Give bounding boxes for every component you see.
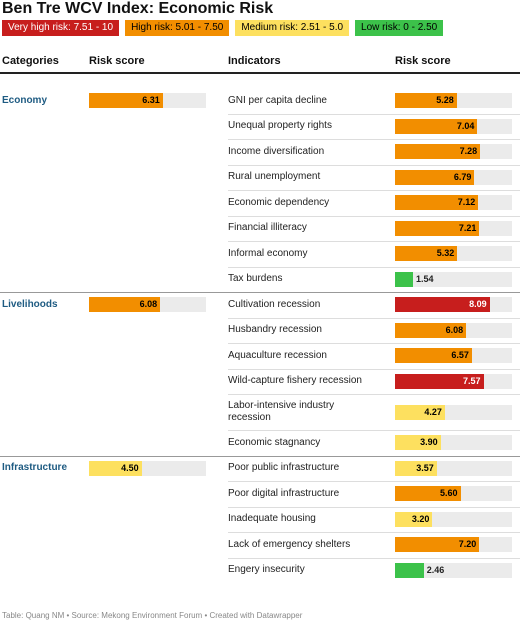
indicator-name: Economic dependency [228, 196, 330, 208]
indicator-name: GNI per capita decline [228, 94, 327, 106]
row-rule [228, 164, 520, 166]
column-header: Indicators [228, 55, 281, 67]
category-name: Economy [2, 94, 48, 106]
row-rule [228, 215, 520, 217]
group-rule [0, 292, 520, 293]
value-label: 7.12 [457, 197, 476, 208]
bar [395, 486, 461, 502]
bar [395, 562, 424, 578]
footer: Table: Quang NM • Source: Mekong Environ… [2, 611, 303, 620]
indicator-name: Poor digital infrastructure [228, 487, 340, 499]
value-label: 6.08 [445, 324, 464, 335]
bar [89, 93, 163, 109]
bar-background [395, 562, 512, 578]
legend-item: Very high risk: 7.51 - 10 [2, 20, 120, 36]
indicator-name: Financial illiteracy [228, 222, 307, 234]
group-rule [0, 455, 520, 457]
bar-background [395, 271, 512, 287]
bar [395, 297, 490, 313]
bar [395, 322, 467, 338]
row-rule [228, 343, 520, 344]
value-label: 4.50 [121, 462, 139, 473]
bar [89, 460, 142, 476]
row-rule [228, 241, 520, 242]
value-label: 6.08 [139, 299, 158, 310]
bar [395, 373, 484, 389]
bar [395, 93, 457, 109]
value-label: 6.31 [142, 95, 160, 106]
column-header: Risk score [89, 55, 145, 67]
value-label: 3.20 [411, 513, 430, 524]
value-label: 3.57 [416, 462, 434, 473]
indicator-name: Poor public infrastructure [228, 462, 340, 474]
legend-item: Medium risk: 2.51 - 5.0 [235, 20, 350, 36]
bar [395, 169, 475, 185]
indicator-name: Income diversification [228, 145, 325, 157]
indicator-name: Inadequate housing [228, 513, 316, 525]
bar [395, 404, 445, 420]
indicator-name: Labor-intensive industry recession [228, 400, 335, 423]
value-label: 3.90 [420, 437, 438, 448]
indicator-name: Rural unemployment [228, 171, 321, 183]
bar [395, 271, 414, 287]
value-label: 6.57 [451, 350, 469, 361]
header-rule [0, 72, 520, 74]
legend-item: High risk: 5.01 - 7.50 [125, 20, 230, 36]
legend-item: Low risk: 0 - 2.50 [355, 20, 444, 36]
bar [395, 435, 441, 451]
bar [89, 297, 161, 313]
value-label: 8.09 [469, 299, 487, 310]
indicator-name: Wild-capture fishery recession [228, 375, 362, 387]
value-label: 6.79 [453, 171, 472, 182]
indicator-name: Economic stagnancy [228, 436, 321, 448]
bar [395, 246, 458, 262]
bar [395, 348, 472, 364]
value-label: 7.20 [458, 539, 477, 550]
row-rule [228, 317, 520, 319]
value-label: 1.54 [416, 273, 434, 284]
column-header: Categories [2, 55, 59, 67]
row-rule [228, 481, 520, 482]
indicator-name: Aquaculture recession [228, 349, 327, 361]
category-name: Infrastructure [2, 462, 68, 474]
bar [395, 118, 478, 134]
row-rule [228, 266, 520, 268]
value-label: 7.28 [459, 146, 478, 157]
value-label: 5.32 [436, 248, 455, 259]
indicator-name: Tax burdens [228, 273, 283, 285]
row-rule [228, 430, 520, 431]
value-label: 2.46 [426, 564, 445, 575]
value-label: 7.21 [458, 222, 477, 233]
indicator-name: Informal economy [228, 247, 308, 259]
row-rule [228, 190, 520, 191]
indicator-name: Lack of emergency shelters [228, 538, 351, 550]
row-rule [228, 113, 520, 115]
row-rule [228, 139, 520, 140]
title: Ben Tre WCV Index: Economic Risk [2, 0, 274, 17]
bar [395, 144, 481, 160]
legend: Very high risk: 7.51 - 10 High risk: 5.01… [2, 20, 444, 36]
category-name: Livelihoods [2, 298, 58, 310]
bar [395, 195, 479, 211]
row-rule [228, 557, 520, 559]
value-label: 4.27 [424, 406, 442, 417]
column-header: Risk score [395, 55, 451, 67]
bar [395, 537, 480, 553]
bar [395, 220, 480, 236]
indicator-name: Engery insecurity [228, 564, 305, 576]
value-label: 7.04 [456, 120, 475, 131]
row-rule [228, 394, 520, 395]
bar [395, 511, 433, 527]
indicator-name: Cultivation recession [228, 298, 321, 310]
indicator-name: Husbandry recession [228, 324, 322, 336]
row-rule [228, 532, 520, 533]
value-label: 7.57 [463, 375, 481, 386]
bar [395, 460, 437, 476]
row-rule [228, 368, 520, 370]
value-label: 5.28 [436, 95, 454, 106]
indicator-name: Unequal property rights [228, 120, 332, 132]
value-label: 5.60 [439, 488, 458, 499]
row-rule [228, 506, 520, 508]
